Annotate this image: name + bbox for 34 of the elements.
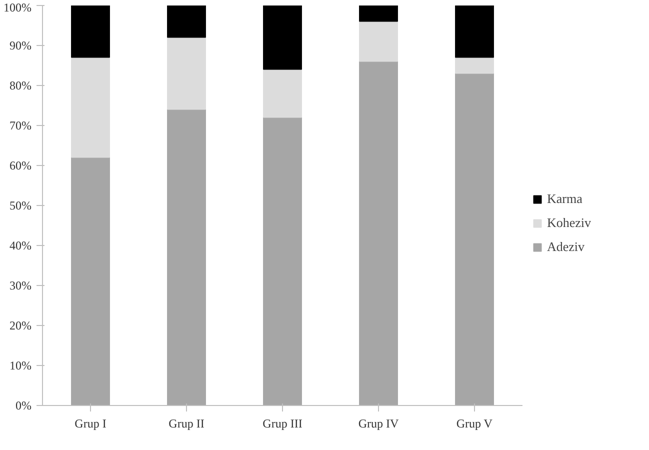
y-tick-label: 40%	[10, 238, 32, 252]
bar	[167, 109, 206, 406]
legend-label: Adeziv	[547, 239, 585, 255]
x-tick-label: Grup I	[74, 416, 106, 430]
y-tick-label: 70%	[10, 118, 32, 132]
y-tick-label: 50%	[10, 198, 32, 212]
bar	[455, 73, 494, 406]
y-tick-label: 80%	[10, 78, 32, 92]
bar	[167, 37, 206, 110]
bar	[359, 6, 398, 22]
bar	[359, 61, 398, 406]
bar	[263, 69, 302, 118]
y-tick-label: 10%	[10, 358, 32, 372]
x-tick-label: Grup V	[456, 416, 493, 430]
bar	[263, 117, 302, 406]
legend-label: Karma	[547, 191, 582, 207]
bar	[71, 157, 110, 406]
bar	[167, 6, 206, 38]
x-tick-label: Grup II	[168, 416, 204, 430]
y-tick-label: 30%	[10, 278, 32, 292]
bar	[359, 21, 398, 62]
y-tick-label: 90%	[10, 38, 32, 52]
y-tick-label: 60%	[10, 158, 32, 172]
y-tick-label: 100%	[4, 0, 32, 14]
legend-label: Koheziv	[547, 215, 592, 231]
y-tick-label: 0%	[16, 398, 32, 412]
x-tick-label: Grup III	[262, 416, 302, 430]
x-tick-label: Grup IV	[358, 416, 399, 430]
bar	[71, 57, 110, 158]
bar	[263, 6, 302, 70]
y-tick-label: 20%	[10, 318, 32, 332]
bar	[455, 6, 494, 58]
bar	[455, 57, 494, 74]
bar	[71, 6, 110, 58]
